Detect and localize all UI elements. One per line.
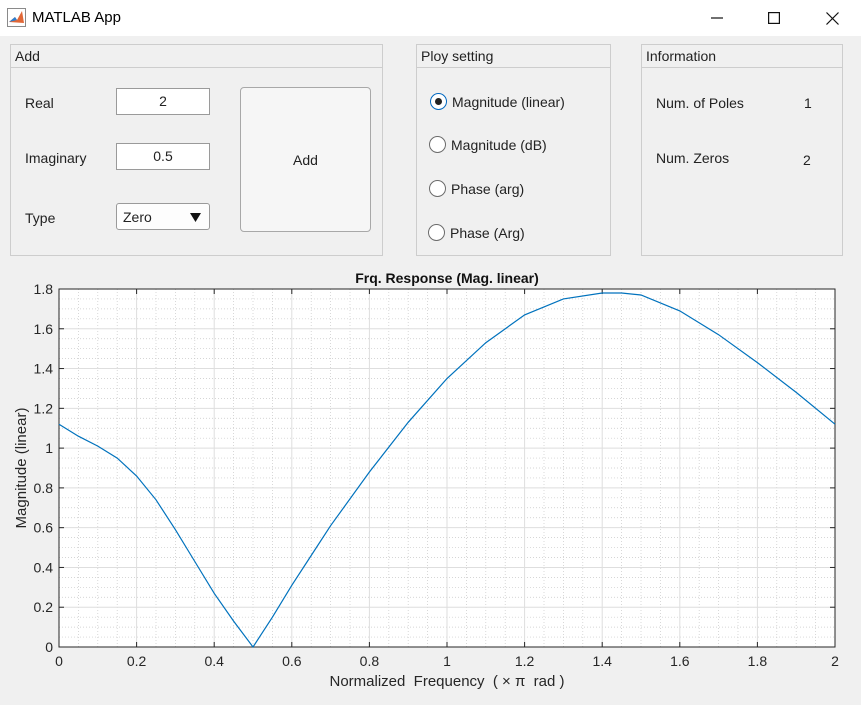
radio-magnitude-linear[interactable]: Magnitude (linear) (430, 93, 565, 110)
close-button[interactable] (803, 0, 861, 36)
y-axis-label: Magnitude (linear) (13, 408, 30, 529)
chart-title: Frq. Response (Mag. linear) (355, 270, 539, 286)
imaginary-label: Imaginary (25, 150, 87, 166)
y-tick-label: 1.2 (34, 400, 54, 416)
zeros-label: Num. Zeros (656, 150, 730, 166)
add-panel-title: Add (11, 45, 382, 68)
x-tick-label: 0.2 (127, 653, 147, 669)
close-icon (825, 11, 839, 25)
x-axis-label: Normalized Frequency ( × π rad ) (329, 673, 564, 690)
add-panel: Add Real 2 Imaginary 0.5 Type Zero Add (10, 44, 383, 256)
radio-button-checked[interactable] (430, 93, 447, 110)
x-tick-label: 0.6 (282, 653, 302, 669)
minimize-button[interactable] (688, 0, 746, 36)
x-tick-label: 1.2 (515, 653, 535, 669)
radio-phase-arg[interactable]: Phase (arg) (429, 180, 524, 197)
add-button[interactable]: Add (240, 87, 371, 232)
y-tick-label: 1.6 (34, 321, 54, 337)
type-dropdown[interactable]: Zero (116, 203, 210, 230)
zeros-value: 2 (803, 152, 811, 168)
y-tick-label: 0.4 (34, 559, 54, 575)
real-input[interactable]: 2 (116, 88, 210, 115)
x-tick-label: 0.8 (360, 653, 380, 669)
dropdown-arrow-icon (190, 213, 201, 222)
radio-button[interactable] (428, 224, 445, 241)
radio-magnitude-db[interactable]: Magnitude (dB) (429, 136, 547, 153)
information-title: Information (642, 45, 842, 68)
radio-phase-arg-principal[interactable]: Phase (Arg) (428, 224, 525, 241)
radio-label: Phase (arg) (451, 180, 525, 197)
ticks: 0 0.2 0.4 0.6 0.8 1 1.2 1.4 1.6 1.8 2 0 0.2 0.4 0.6 0.8… (34, 281, 840, 669)
y-tick-label: 0.2 (34, 599, 54, 615)
x-tick-label: 1.6 (670, 653, 690, 669)
plot-setting-title: Ploy setting (417, 45, 610, 68)
radio-label: Magnitude (dB) (451, 136, 547, 153)
y-tick-label: 0.6 (34, 520, 54, 536)
y-tick-label: 1.8 (34, 281, 54, 297)
y-tick-label: 0 (45, 639, 53, 655)
minor-grid (59, 289, 835, 647)
type-label: Type (25, 210, 56, 226)
radio-button[interactable] (429, 180, 446, 197)
maximize-icon (768, 12, 780, 24)
imaginary-input[interactable]: 0.5 (116, 143, 210, 170)
x-tick-label: 1 (443, 653, 451, 669)
x-tick-label: 0 (55, 653, 63, 669)
x-tick-label: 0.4 (204, 653, 224, 669)
x-tick-label: 1.4 (592, 653, 612, 669)
x-tick-label: 1.8 (748, 653, 768, 669)
radio-label: Phase (Arg) (450, 224, 525, 241)
minimize-icon (711, 17, 723, 19)
poles-value: 1 (804, 95, 812, 111)
y-tick-label: 1 (45, 440, 53, 456)
type-dropdown-value: Zero (123, 209, 152, 225)
poles-label: Num. of Poles (656, 95, 744, 111)
maximize-button[interactable] (745, 0, 803, 36)
window-title: MATLAB App (32, 9, 121, 26)
plot-setting-panel: Ploy setting Magnitude (linear) Magnitud… (416, 44, 611, 256)
matlab-logo-icon (7, 8, 26, 27)
series-line (58, 292, 836, 649)
title-bar: MATLAB App (0, 0, 861, 36)
y-tick-label: 1.4 (34, 361, 54, 377)
information-panel: Information Num. of Poles 1 Num. Zeros 2 (641, 44, 843, 256)
radio-button[interactable] (429, 136, 446, 153)
y-tick-label: 0.8 (34, 480, 54, 496)
radio-label: Magnitude (linear) (452, 93, 565, 110)
x-tick-label: 2 (831, 653, 839, 669)
real-label: Real (25, 95, 54, 111)
frequency-response-chart[interactable]: 0 0.2 0.4 0.6 0.8 1 1.2 1.4 1.6 1.8 2 0 0.2 0.4 0.6 0.8… (0, 258, 861, 705)
